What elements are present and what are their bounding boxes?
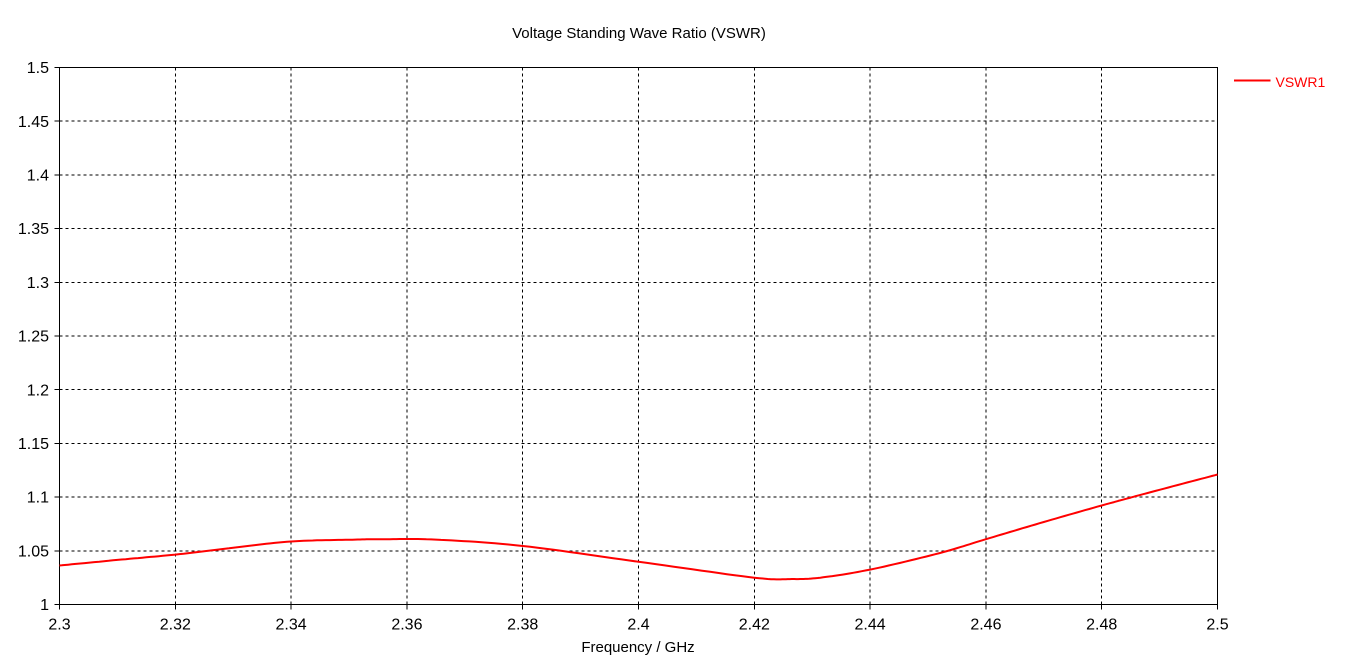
svg-text:2.34: 2.34 [276,617,307,634]
svg-text:2.48: 2.48 [1086,617,1117,634]
svg-text:1: 1 [40,597,49,614]
svg-text:Frequency / GHz: Frequency / GHz [581,639,694,656]
svg-text:1.3: 1.3 [27,275,49,292]
svg-text:VSWR1: VSWR1 [1276,74,1326,90]
svg-text:2.36: 2.36 [391,617,422,634]
svg-text:2.4: 2.4 [627,617,649,634]
svg-text:2.38: 2.38 [507,617,538,634]
svg-text:1.45: 1.45 [18,114,49,131]
svg-text:2.42: 2.42 [739,617,770,634]
svg-text:1.1: 1.1 [27,490,49,507]
svg-text:2.5: 2.5 [1206,617,1228,634]
svg-text:1.05: 1.05 [18,543,49,560]
svg-text:1.5: 1.5 [27,60,49,77]
svg-text:2.46: 2.46 [970,617,1001,634]
svg-text:1.2: 1.2 [27,382,49,399]
svg-text:1.4: 1.4 [27,168,49,185]
svg-text:1.25: 1.25 [18,329,49,346]
svg-text:1.15: 1.15 [18,436,49,453]
svg-text:Voltage Standing Wave Ratio (V: Voltage Standing Wave Ratio (VSWR) [512,25,766,42]
svg-text:2.32: 2.32 [160,617,191,634]
svg-text:2.3: 2.3 [48,617,70,634]
svg-text:2.44: 2.44 [855,617,886,634]
svg-text:1.35: 1.35 [18,221,49,238]
